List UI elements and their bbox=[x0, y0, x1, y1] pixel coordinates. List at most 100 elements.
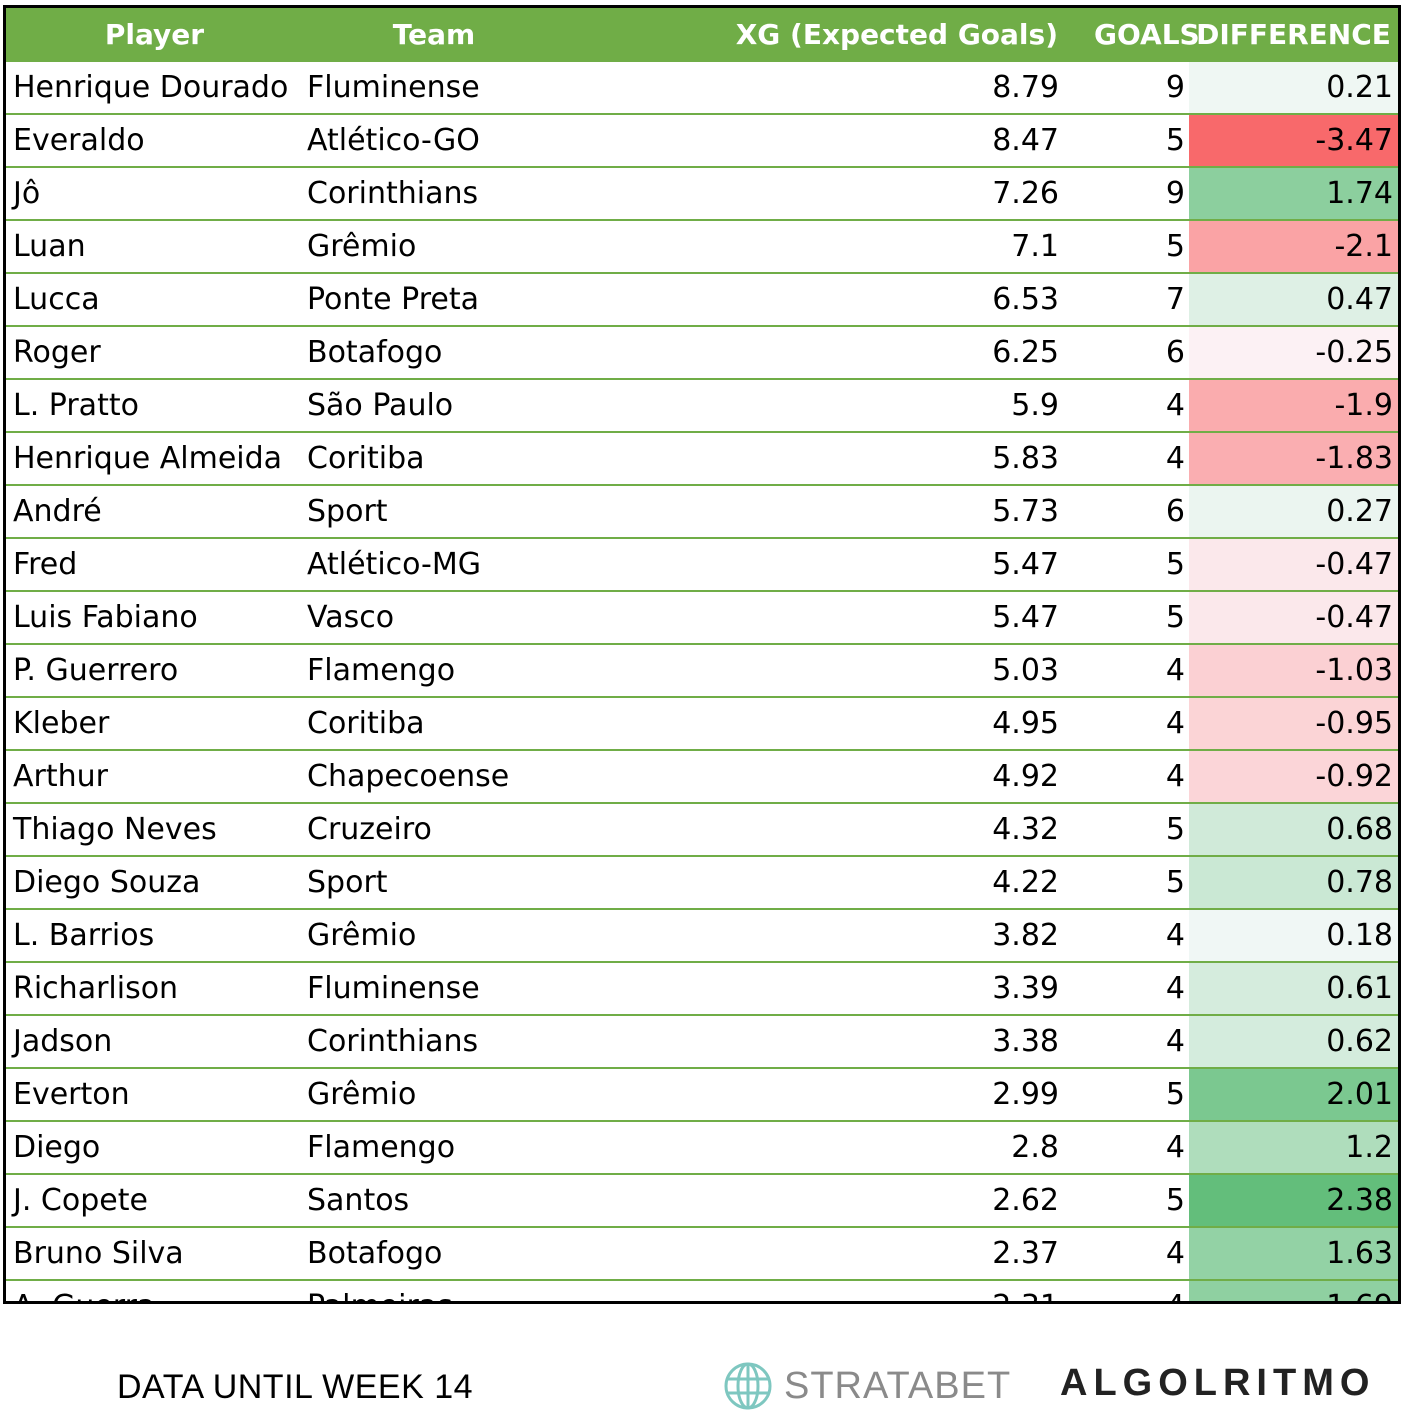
goals-cell: 4 bbox=[1094, 909, 1189, 963]
table-row[interactable]: Arthur Chapecoense 4.92 4 -0.92 bbox=[6, 750, 1398, 804]
team-cell: São Paulo bbox=[303, 379, 565, 433]
difference-cell: 2.01 bbox=[1189, 1068, 1398, 1122]
xg-cell: 4.92 bbox=[565, 750, 1094, 804]
team-cell: Corinthians bbox=[303, 1015, 565, 1069]
team-cell: Botafogo bbox=[303, 1227, 565, 1281]
table-row[interactable]: Everton Grêmio 2.99 5 2.01 bbox=[6, 1068, 1398, 1122]
difference-cell: 0.47 bbox=[1189, 273, 1398, 327]
globe-icon bbox=[724, 1362, 772, 1410]
table-row[interactable]: Luis Fabiano Vasco 5.47 5 -0.47 bbox=[6, 591, 1398, 645]
header-xg[interactable]: XG (Expected Goals) bbox=[735, 18, 1058, 51]
table-row[interactable]: J. Copete Santos 2.62 5 2.38 bbox=[6, 1174, 1398, 1228]
goals-cell: 4 bbox=[1094, 1227, 1189, 1281]
data-until-note: DATA UNTIL WEEK 14 bbox=[117, 1368, 474, 1406]
xg-cell: 4.95 bbox=[565, 697, 1094, 751]
table-row[interactable]: P. Guerrero Flamengo 5.03 4 -1.03 bbox=[6, 644, 1398, 698]
table-row[interactable]: Lucca Ponte Preta 6.53 7 0.47 bbox=[6, 273, 1398, 327]
team-cell: Cruzeiro bbox=[303, 803, 565, 857]
table-row[interactable]: L. Pratto São Paulo 5.9 4 -1.9 bbox=[6, 379, 1398, 433]
player-cell: Roger bbox=[6, 326, 303, 380]
player-cell: Richarlison bbox=[6, 962, 303, 1016]
table-row[interactable]: Everaldo Atlético-GO 8.47 5 -3.47 bbox=[6, 114, 1398, 168]
team-cell: Sport bbox=[303, 856, 565, 910]
team-cell: Vasco bbox=[303, 591, 565, 645]
table-row[interactable]: Kleber Coritiba 4.95 4 -0.95 bbox=[6, 697, 1398, 751]
xg-table: Player Team XG (Expected Goals) GOALS DI… bbox=[6, 8, 1398, 1301]
goals-cell: 4 bbox=[1094, 750, 1189, 804]
header-player[interactable]: Player bbox=[104, 18, 205, 51]
table-row[interactable]: L. Barrios Grêmio 3.82 4 0.18 bbox=[6, 909, 1398, 963]
goals-cell: 5 bbox=[1094, 1174, 1189, 1228]
team-cell: Santos bbox=[303, 1174, 565, 1228]
player-cell: Henrique Dourado bbox=[6, 62, 303, 115]
table-row[interactable]: A. GuerraPalmeiras2.3141.69 bbox=[6, 1280, 1398, 1301]
difference-cell: 0.27 bbox=[1189, 485, 1398, 539]
table-row[interactable]: Thiago Neves Cruzeiro 4.32 5 0.68 bbox=[6, 803, 1398, 857]
team-cell: Ponte Preta bbox=[303, 273, 565, 327]
difference-cell: -2.1 bbox=[1189, 220, 1398, 274]
table-row[interactable]: Bruno Silva Botafogo 2.37 4 1.63 bbox=[6, 1227, 1398, 1281]
team-cell: Flamengo bbox=[303, 644, 565, 698]
header-difference[interactable]: DIFFERENCE bbox=[1196, 18, 1391, 51]
xg-cell: 5.47 bbox=[565, 591, 1094, 645]
goals-cell: 4 bbox=[1094, 1121, 1189, 1175]
player-cell: André bbox=[6, 485, 303, 539]
difference-cell: -0.25 bbox=[1189, 326, 1398, 380]
team-cell: Chapecoense bbox=[303, 750, 565, 804]
player-cell: Everton bbox=[6, 1068, 303, 1122]
xg-cell: 6.25 bbox=[565, 326, 1094, 380]
xg-cell: 6.53 bbox=[565, 273, 1094, 327]
xg-cell: 3.82 bbox=[565, 909, 1094, 963]
goals-cell: 5 bbox=[1094, 591, 1189, 645]
player-cell: J. Copete bbox=[6, 1174, 303, 1228]
team-cell: Grêmio bbox=[303, 909, 565, 963]
goals-cell: 6 bbox=[1094, 485, 1189, 539]
team-cell: Fluminense bbox=[303, 62, 565, 115]
table-row[interactable]: Luan Grêmio 7.1 5 -2.1 bbox=[6, 220, 1398, 274]
xg-cell: 5.73 bbox=[565, 485, 1094, 539]
table-row[interactable]: Diego Flamengo 2.8 4 1.2 bbox=[6, 1121, 1398, 1175]
table-header-row: Player Team XG (Expected Goals) GOALS DI… bbox=[6, 8, 1398, 62]
player-cell: Lucca bbox=[6, 273, 303, 327]
table-row[interactable]: Roger Botafogo 6.25 6 -0.25 bbox=[6, 326, 1398, 380]
xg-cell: 5.9 bbox=[565, 379, 1094, 433]
xg-cell: 8.47 bbox=[565, 114, 1094, 168]
table-row[interactable]: Jadson Corinthians 3.38 4 0.62 bbox=[6, 1015, 1398, 1069]
table-row[interactable]: Henrique Almeida Coritiba 5.83 4 -1.83 bbox=[6, 432, 1398, 486]
player-cell: L. Pratto bbox=[6, 379, 303, 433]
table-row[interactable]: André Sport 5.73 6 0.27 bbox=[6, 485, 1398, 539]
xg-cell: 7.26 bbox=[565, 167, 1094, 221]
player-cell: Luan bbox=[6, 220, 303, 274]
table-row[interactable]: Henrique Dourado Fluminense 8.79 9 0.21 bbox=[6, 62, 1398, 115]
player-cell: Arthur bbox=[6, 750, 303, 804]
team-cell: Atlético-MG bbox=[303, 538, 565, 592]
table-row[interactable]: Fred Atlético-MG 5.47 5 -0.47 bbox=[6, 538, 1398, 592]
difference-cell: -1.03 bbox=[1189, 644, 1398, 698]
player-cell: Diego Souza bbox=[6, 856, 303, 910]
difference-cell: -0.92 bbox=[1189, 750, 1398, 804]
team-cell: Grêmio bbox=[303, 220, 565, 274]
xg-cell: 4.22 bbox=[565, 856, 1094, 910]
header-team[interactable]: Team bbox=[392, 18, 476, 51]
table-row[interactable]: Diego Souza Sport 4.22 5 0.78 bbox=[6, 856, 1398, 910]
goals-cell: 9 bbox=[1094, 167, 1189, 221]
xg-cell: 5.47 bbox=[565, 538, 1094, 592]
goals-cell: 4 bbox=[1094, 1280, 1189, 1301]
player-cell: P. Guerrero bbox=[6, 644, 303, 698]
xg-cell: 5.03 bbox=[565, 644, 1094, 698]
table-row[interactable]: Richarlison Fluminense 3.39 4 0.61 bbox=[6, 962, 1398, 1016]
difference-cell: 1.74 bbox=[1189, 167, 1398, 221]
difference-cell: 0.78 bbox=[1189, 856, 1398, 910]
player-cell: Fred bbox=[6, 538, 303, 592]
team-cell: Palmeiras bbox=[303, 1280, 565, 1301]
table-row[interactable]: Jô Corinthians 7.26 9 1.74 bbox=[6, 167, 1398, 221]
goals-cell: 7 bbox=[1094, 273, 1189, 327]
stratabet-wordmark: STRATABET bbox=[784, 1364, 1012, 1407]
team-cell: Grêmio bbox=[303, 1068, 565, 1122]
player-cell: Luis Fabiano bbox=[6, 591, 303, 645]
algoritmo-logo: ALGOLRITMO bbox=[1060, 1362, 1375, 1405]
xg-cell: 3.38 bbox=[565, 1015, 1094, 1069]
team-cell: Fluminense bbox=[303, 962, 565, 1016]
difference-cell: -3.47 bbox=[1189, 114, 1398, 168]
header-goals[interactable]: GOALS bbox=[1094, 18, 1200, 51]
